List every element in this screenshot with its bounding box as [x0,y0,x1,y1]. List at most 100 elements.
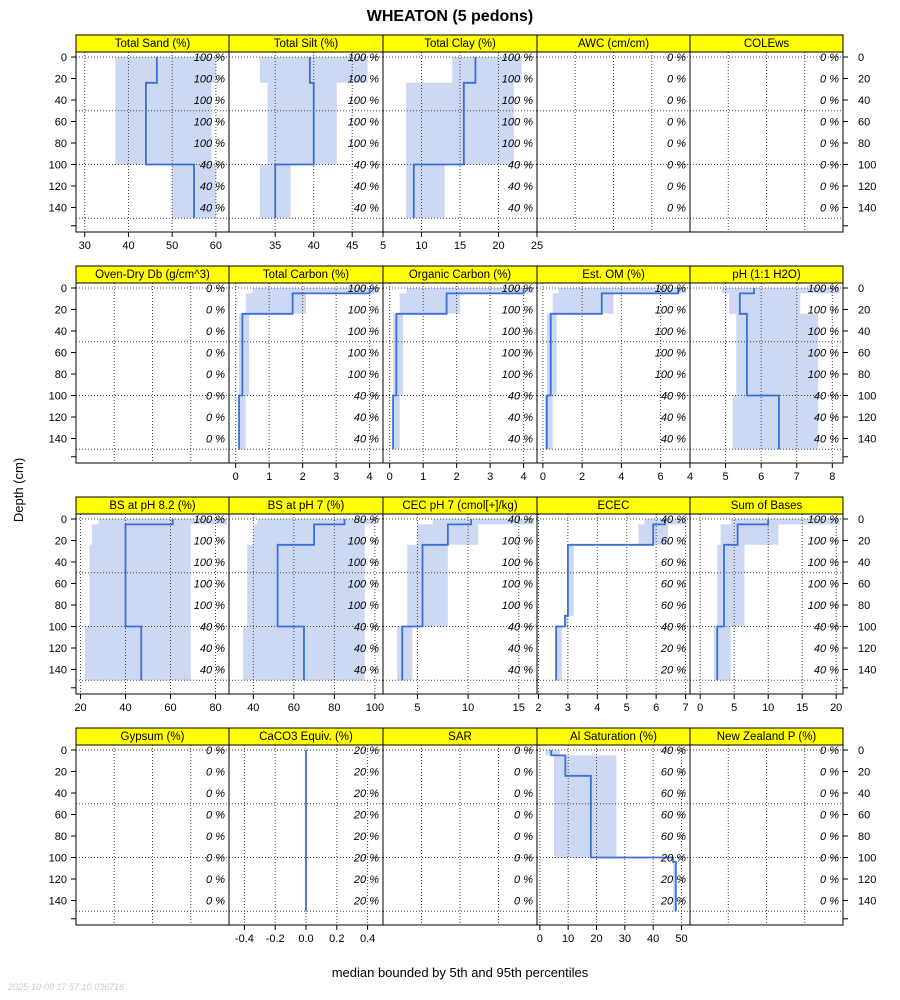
percentile-band [239,288,380,450]
depth-coverage-label: 20 % [353,745,379,757]
depth-coverage-label: 100 % [502,536,533,548]
x-tick-label: 25 [531,240,543,252]
x-tick-label: 50 [166,240,178,252]
x-tick-label: 20 [492,240,504,252]
depth-coverage-label: 20 % [353,810,379,822]
depth-coverage-label: 100 % [808,579,839,591]
depth-coverage-label: 40 % [814,412,839,424]
depth-coverage-label: 0 % [206,831,225,843]
x-tick-label: 1 [420,471,426,483]
depth-coverage-label: 0 % [206,369,225,381]
depth-coverage-label: 0 % [206,874,225,886]
depth-coverage-label: 0 % [820,203,839,215]
depth-coverage-label: 0 % [820,896,839,908]
median-line [401,519,473,681]
y-tick-label-right: 120 [858,874,876,886]
x-tick-label: 10 [462,702,474,714]
percentile-band [544,288,687,450]
depth-coverage-label: 0 % [206,896,225,908]
depth-coverage-label: 40 % [508,643,533,655]
median-line [716,519,770,681]
x-tick-label: 20 [830,702,842,714]
depth-coverage-label: 100 % [194,117,225,129]
panel-title: CEC pH 7 (cmol[+]/kg) [402,500,518,512]
x-tick-label: 2 [300,471,306,483]
depth-coverage-label: 100 % [808,536,839,548]
depth-coverage-label: 60 % [661,767,686,779]
depth-coverage-label: 100 % [348,305,379,317]
y-tick-label-left: 100 [49,160,67,172]
depth-coverage-label: 100 % [502,326,533,338]
depth-coverage-label: 40 % [661,514,686,526]
depth-coverage-label: 100 % [655,369,686,381]
depth-coverage-label: 0 % [820,52,839,64]
y-tick-label-right: 40 [858,95,870,107]
percentile-band [393,288,534,450]
y-tick-label-right: 60 [858,117,870,129]
x-tick-label: 4 [594,702,600,714]
y-tick-label-left: 60 [55,117,67,129]
depth-coverage-label: 40 % [354,622,379,634]
x-tick-label: 60 [288,702,300,714]
depth-coverage-label: 40 % [661,412,686,424]
y-tick-label-left: 40 [55,788,67,800]
panel-title: Total Silt (%) [274,38,339,50]
depth-coverage-label: 100 % [655,326,686,338]
y-axis-title: Depth (cm) [11,458,26,522]
median-line [124,519,174,681]
x-tick-label: 8 [829,471,835,483]
depth-coverage-label: 100 % [808,348,839,360]
depth-coverage-label: 20 % [660,896,686,908]
depth-coverage-label: 0 % [206,283,225,295]
depth-coverage-label: 100 % [808,283,839,295]
depth-coverage-label: 100 % [194,557,225,569]
y-tick-label-right: 80 [858,600,870,612]
median-line [274,57,315,219]
depth-coverage-label: 20 % [660,665,686,677]
depth-coverage-label: 60 % [661,831,686,843]
panel-frame [689,513,844,695]
depth-coverage-label: 0 % [820,160,839,172]
x-tick-label: 0 [537,933,543,945]
y-tick-label-right: 100 [858,160,876,172]
depth-coverage-label: 100 % [194,95,225,107]
x-axis-title: median bounded by 5th and 95th percentil… [332,965,589,980]
depth-coverage-label: 0 % [206,412,225,424]
panel-title: AWC (cm/cm) [578,38,649,50]
timestamp: 2025-10-08 17:57:10.036716 [7,982,124,992]
depth-coverage-label: 40 % [508,622,533,634]
panel-title: Total Carbon (%) [263,269,349,281]
depth-coverage-label: 100 % [348,600,379,612]
depth-coverage-label: 100 % [348,348,379,360]
x-tick-label: 80 [328,702,340,714]
panel-title: BS at pH 8.2 (%) [109,500,195,512]
percentile-band [243,519,375,681]
x-tick-label: 35 [269,240,281,252]
y-tick-label-left: 20 [55,305,67,317]
x-tick-label: 4 [521,471,527,483]
x-tick-label: 40 [647,933,659,945]
depth-coverage-label: 100 % [808,557,839,569]
y-tick-label-right: 140 [858,203,876,215]
y-tick-label-left: 20 [55,767,67,779]
depth-coverage-label: 60 % [661,536,686,548]
depth-coverage-label: 0 % [667,160,686,172]
x-tick-label: 60 [210,240,222,252]
x-tick-label: 6 [653,702,659,714]
panel-title: CaCO3 Equiv. (%) [259,731,353,743]
depth-coverage-label: 0 % [514,788,533,800]
depth-coverage-label: 100 % [502,138,533,150]
depth-coverage-label: 0 % [820,810,839,822]
y-tick-label-right: 20 [858,74,870,86]
x-tick-label: 100 [366,702,384,714]
x-tick-label: 3 [333,471,339,483]
depth-coverage-label: 60 % [661,579,686,591]
depth-coverage-label: 40 % [200,203,225,215]
depth-coverage-label: 100 % [808,369,839,381]
percentile-band [85,519,227,681]
depth-coverage-label: 40 % [354,203,379,215]
percentile-band [722,288,840,450]
y-tick-label-left: 0 [61,52,67,64]
depth-coverage-label: 0 % [820,95,839,107]
y-tick-label-right: 80 [858,138,870,150]
